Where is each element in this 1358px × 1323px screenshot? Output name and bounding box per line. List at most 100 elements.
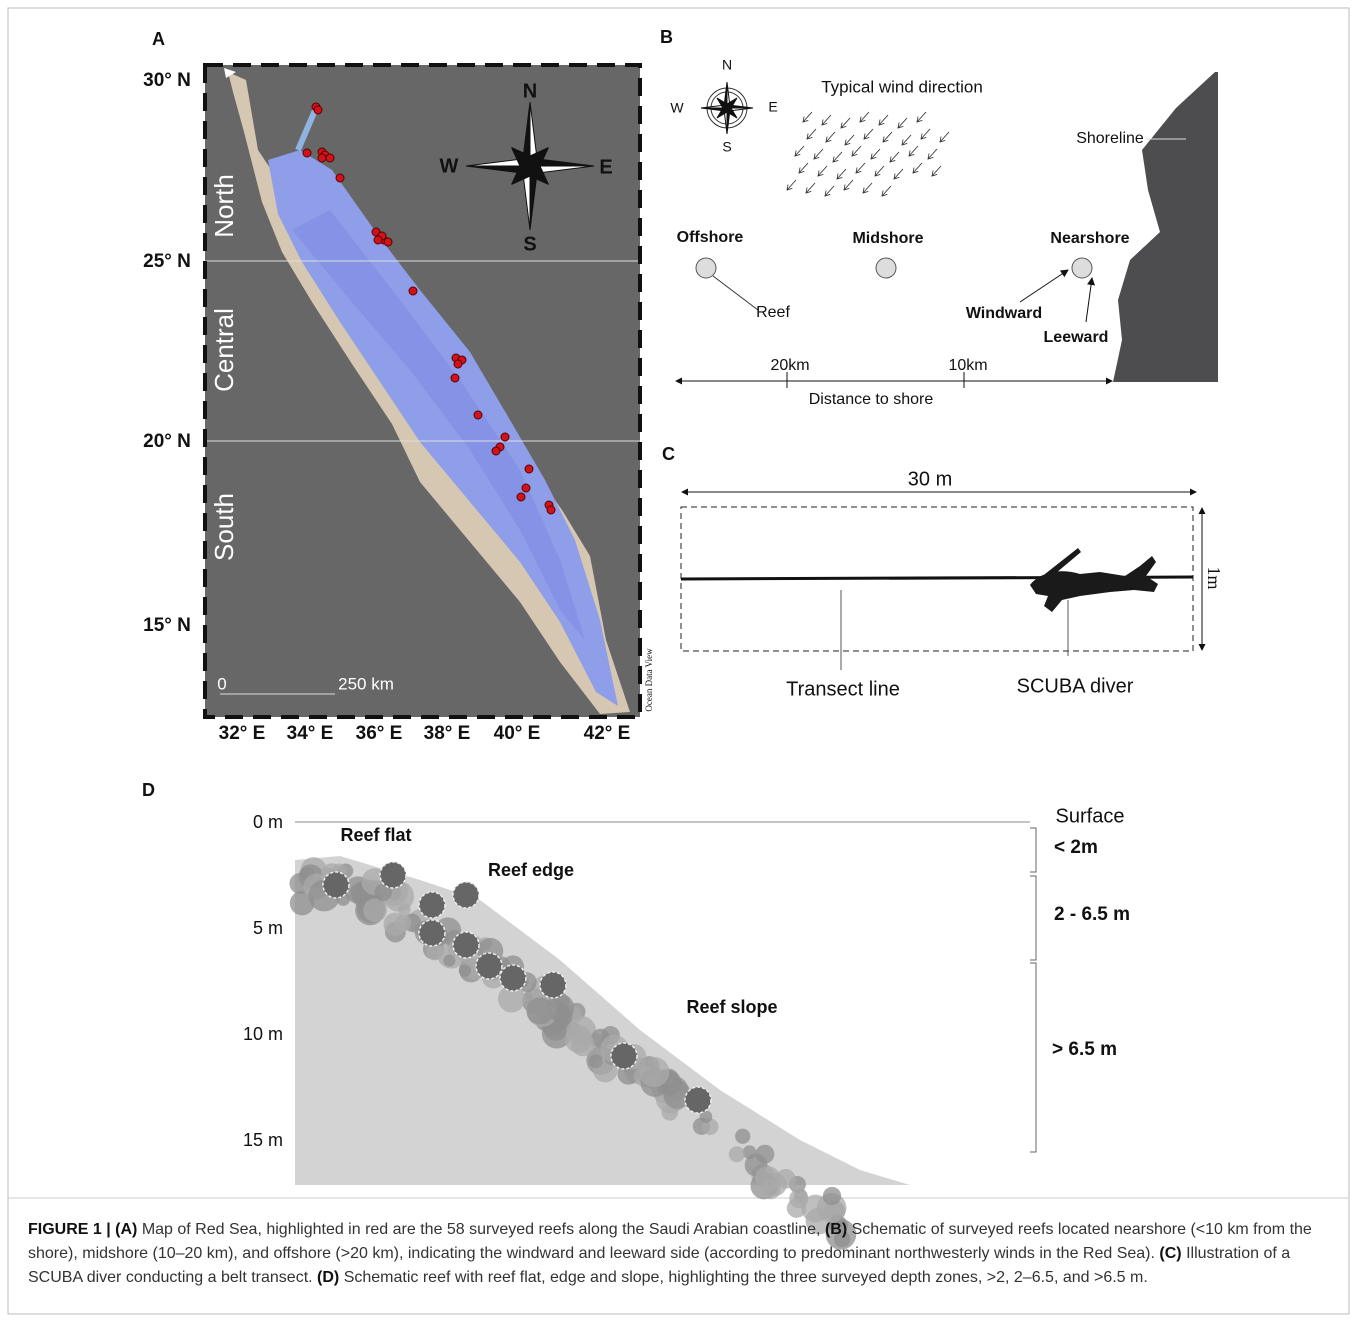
longitude-label: 42° E	[584, 723, 631, 744]
depth-label: 10 m	[243, 1024, 283, 1044]
wind-arrow	[890, 151, 900, 162]
reef-site	[313, 105, 323, 115]
coral	[498, 985, 526, 1013]
reef-pointer	[712, 275, 759, 311]
wind-arrow	[807, 128, 817, 139]
depth-brackets	[1030, 827, 1037, 1153]
coral	[588, 1054, 603, 1069]
wind-label: Typical wind direction	[821, 77, 983, 96]
compass-label: W	[440, 155, 459, 177]
wind-arrow	[909, 145, 919, 156]
diver-label: SCUBA diver	[1017, 675, 1134, 697]
wind-arrow	[814, 148, 824, 159]
coral-head	[322, 871, 350, 899]
surface-label: Surface	[1056, 805, 1125, 827]
longitude-label: 40° E	[494, 723, 541, 744]
reef-site	[325, 153, 335, 163]
wind-arrow	[799, 162, 809, 173]
wind-arrows	[787, 111, 950, 196]
map-border	[203, 63, 642, 719]
north-marker	[224, 68, 236, 78]
wind-arrow	[852, 145, 862, 156]
rose-point	[511, 147, 531, 168]
compass-rose	[465, 101, 595, 231]
latitude-label: 20° N	[143, 431, 191, 452]
panel-label: C	[662, 444, 675, 464]
compass-label: E	[768, 99, 777, 115]
wind-arrow	[818, 165, 828, 176]
reef-site	[546, 505, 556, 515]
coral	[822, 1186, 842, 1206]
site-label: Nearshore	[1050, 230, 1129, 247]
longitude-label: 32° E	[219, 723, 266, 744]
wind-arrow	[795, 145, 805, 156]
range-label: > 6.5 m	[1052, 1039, 1117, 1060]
shore	[1113, 72, 1218, 382]
coral	[526, 997, 554, 1025]
latitude-label: 15° N	[143, 615, 191, 636]
compass-label: S	[523, 233, 536, 255]
coral	[789, 1189, 809, 1209]
coral-head	[418, 919, 446, 947]
wind-arrow	[822, 114, 832, 125]
coral	[833, 1230, 851, 1248]
coral-head	[452, 881, 480, 909]
coral-head	[610, 1042, 638, 1070]
latitude-label: 25° N	[143, 251, 191, 272]
windward-arrow	[1019, 269, 1069, 303]
compass-label: N	[523, 80, 537, 102]
map	[203, 63, 642, 719]
compass-label: N	[722, 57, 732, 73]
panel-label: A	[152, 29, 165, 49]
wind-arrow	[932, 165, 942, 176]
wind-arrow	[913, 162, 923, 173]
reef-site	[875, 257, 897, 279]
coral	[663, 1081, 692, 1109]
wind-arrow	[864, 128, 874, 139]
coral	[383, 912, 407, 936]
shoreline-label: Shoreline	[1076, 130, 1144, 147]
wind-arrow	[825, 185, 835, 196]
reef-site	[408, 286, 418, 296]
coral	[552, 1007, 573, 1027]
coral-head	[499, 964, 527, 992]
wind-arrow	[826, 131, 836, 142]
region-label: Central	[209, 308, 239, 392]
latitude-label: 30° N	[143, 70, 191, 91]
wind-arrow	[787, 179, 797, 190]
panel-label: B	[660, 27, 673, 47]
wind-arrow	[921, 128, 931, 139]
wind-arrow	[860, 111, 870, 122]
reef-site	[516, 492, 526, 502]
region-label: North	[209, 174, 239, 238]
zone-label: Reef slope	[686, 997, 777, 1017]
coral-head	[684, 1086, 712, 1114]
reef-site	[521, 483, 531, 493]
panel-label: D	[142, 780, 155, 800]
region-label: South	[209, 493, 239, 561]
coral	[760, 1179, 781, 1200]
coral	[363, 898, 387, 923]
reef-site	[335, 173, 345, 183]
length-label: 30 m	[908, 468, 952, 490]
caption-segment: Map of Red Sea, highlighted in red are t…	[137, 1221, 825, 1238]
scale-label: 250 km	[338, 674, 394, 693]
range-label: 2 - 6.5 m	[1054, 904, 1130, 925]
reef-site	[500, 432, 510, 442]
site-label: Midshore	[852, 230, 923, 247]
range-label: < 2m	[1054, 837, 1098, 858]
wind-arrow	[902, 134, 912, 145]
frame	[7, 7, 1350, 1315]
compass-label: S	[722, 139, 731, 155]
coral	[374, 883, 392, 902]
caption-segment: Illustration of a SCUBA diver conducting…	[28, 1245, 1291, 1286]
map-credit: Ocean Data View	[644, 648, 654, 712]
diver	[1030, 548, 1158, 612]
coral-head	[475, 952, 503, 980]
coral-head	[452, 931, 480, 959]
coral	[398, 903, 411, 916]
caption-segment: (C)	[1159, 1245, 1182, 1262]
distance-axis-label: Distance to shore	[809, 391, 934, 408]
